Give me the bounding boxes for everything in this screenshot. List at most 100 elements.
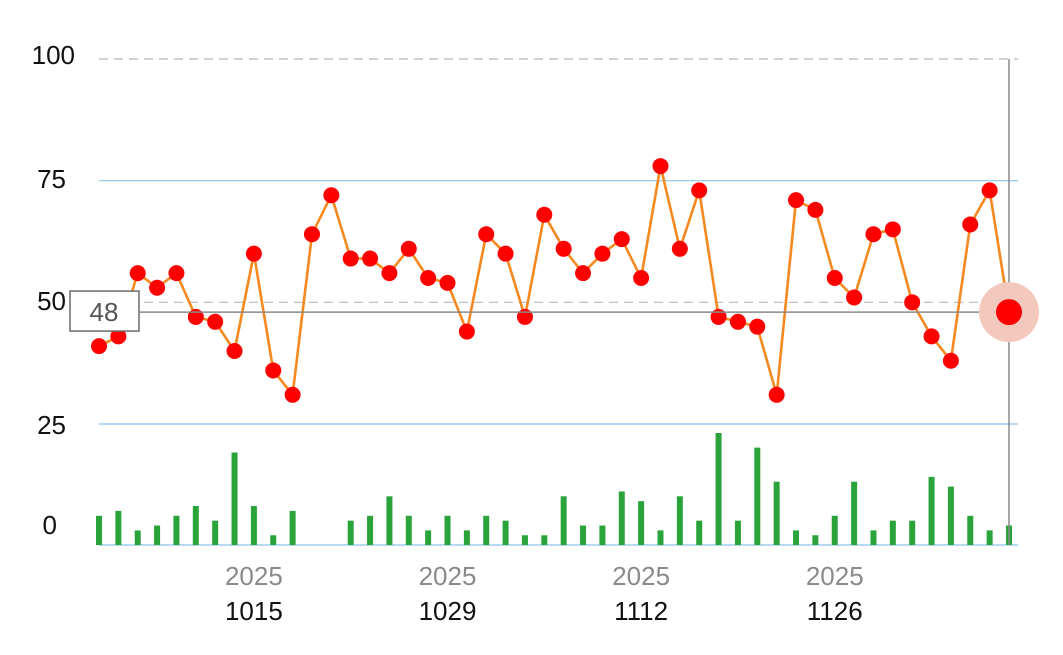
data-point <box>381 265 398 282</box>
data-point <box>788 192 805 209</box>
volume-bar <box>134 530 141 545</box>
line-series <box>91 158 1011 403</box>
volume-bar <box>425 530 432 545</box>
data-point <box>729 313 746 330</box>
data-point <box>962 216 979 233</box>
data-point <box>149 279 166 296</box>
data-point <box>923 328 940 345</box>
volume-bar <box>734 520 741 545</box>
volume-bar <box>793 530 800 545</box>
data-point <box>91 338 107 355</box>
y-tick-label: 0 <box>43 510 57 540</box>
crosshair-value-label: 48 <box>90 297 119 327</box>
data-point <box>613 231 630 248</box>
data-point <box>226 343 243 359</box>
data-point <box>187 308 204 325</box>
data-point <box>458 323 475 340</box>
data-point <box>439 274 456 291</box>
series-line <box>98 164 1011 397</box>
data-point <box>168 265 185 282</box>
data-point <box>129 265 146 282</box>
x-tick-year: 2025 <box>806 561 864 591</box>
data-point <box>575 265 592 282</box>
volume-bar <box>851 481 858 545</box>
volume-bar <box>192 506 199 545</box>
volume-bar <box>986 530 993 545</box>
volume-bar <box>115 510 122 545</box>
crosshair-value-box <box>69 290 140 332</box>
volume-bar <box>560 496 567 545</box>
data-point <box>652 158 669 175</box>
volume-bar <box>909 520 916 545</box>
grid-lines <box>99 58 1018 546</box>
y-tick-label: 75 <box>37 164 66 194</box>
x-tick-date: 1126 <box>807 596 863 626</box>
x-tick-date: 1015 <box>225 596 283 626</box>
data-point <box>904 294 921 311</box>
y-axis: 100 75 50 25 0 <box>32 40 75 540</box>
volume-bar <box>657 530 664 545</box>
volume-bar <box>270 535 277 545</box>
data-point <box>865 226 882 243</box>
x-tick-date: 1029 <box>419 596 477 626</box>
data-point <box>516 308 533 325</box>
data-point <box>400 240 417 257</box>
volume-bar <box>541 535 548 545</box>
data-point <box>942 352 959 369</box>
data-point <box>110 328 127 345</box>
data-point <box>633 270 650 286</box>
data-point <box>245 245 262 262</box>
volume-bar <box>676 496 683 545</box>
data-point <box>807 201 824 218</box>
data-point <box>981 182 998 199</box>
volume-bar <box>367 515 374 545</box>
volume-bar <box>463 530 470 545</box>
volume-bar <box>870 530 877 545</box>
volume-bar <box>502 520 509 545</box>
volume-bars <box>96 433 1012 545</box>
data-point <box>710 308 727 325</box>
volume-bar <box>928 476 935 545</box>
volume-bar <box>696 520 703 545</box>
data-point <box>691 182 708 199</box>
x-axis: 2025 1015 2025 1029 2025 1112 2025 1126 <box>225 561 864 626</box>
volume-bar <box>831 515 838 545</box>
volume-bar <box>638 501 645 545</box>
x-tick-year: 2025 <box>419 561 477 591</box>
data-point <box>884 221 901 238</box>
volume-bar <box>715 433 722 545</box>
data-point <box>497 245 514 262</box>
data-point <box>536 206 553 223</box>
volume-bar <box>289 510 296 545</box>
data-point <box>420 270 437 286</box>
volume-bar <box>231 452 238 545</box>
crosshair[interactable]: 48 <box>69 59 1039 545</box>
data-point <box>362 250 379 267</box>
data-point <box>284 386 301 403</box>
data-point <box>478 226 495 243</box>
data-point <box>594 245 611 262</box>
data-point <box>342 250 359 267</box>
data-point <box>768 386 785 403</box>
x-tick-date: 1112 <box>614 596 668 626</box>
volume-bar <box>599 525 606 545</box>
volume-bar <box>405 515 412 545</box>
y-tick-label: 25 <box>37 410 66 440</box>
volume-bar <box>154 525 161 545</box>
volume-bar <box>521 535 528 545</box>
data-point <box>323 187 340 204</box>
volume-bar <box>967 515 974 545</box>
data-point <box>671 240 688 257</box>
volume-bar <box>812 535 819 545</box>
volume-bar <box>754 447 761 545</box>
volume-bar <box>173 515 180 545</box>
volume-bar <box>889 520 896 545</box>
x-tick-year: 2025 <box>225 561 283 591</box>
volume-bar <box>483 515 490 545</box>
volume-bar <box>386 496 393 545</box>
crosshair-point <box>996 299 1022 326</box>
volume-bar <box>444 515 451 545</box>
y-tick-label: 100 <box>32 40 75 70</box>
x-tick-year: 2025 <box>612 561 670 591</box>
